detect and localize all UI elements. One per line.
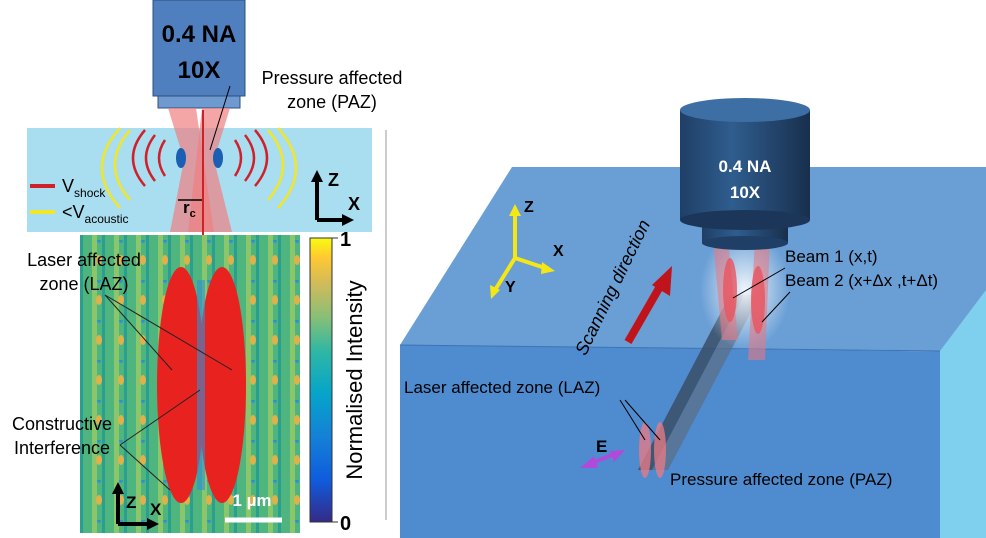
ci-label: Interference — [14, 438, 110, 458]
text-part: shock — [74, 186, 106, 200]
text-part: <V — [62, 202, 85, 222]
paz-label: zone (PAZ) — [287, 92, 377, 112]
axis-x: X — [150, 500, 162, 519]
paz-label: Pressure affected — [262, 68, 403, 88]
objective-lens — [158, 96, 240, 108]
beam1-label: Beam 1 (x,t) — [785, 247, 878, 266]
objective-na: 0.4 NA — [162, 21, 237, 48]
figure: 0.4 NA 10X Pressure affected zone (PAZ) … — [0, 0, 986, 538]
laz — [198, 267, 246, 503]
colorbar-label: Normalised Intensity — [342, 280, 367, 479]
beam2-label: Beam 2 (x+Δx ,t+Δt) — [785, 271, 938, 290]
e-label: E — [596, 437, 607, 456]
objective-mag: 10X — [178, 57, 221, 84]
scale-bar-label: 1 µm — [232, 491, 271, 510]
colorbar-tick-label: 1 — [340, 229, 351, 251]
laz-label: Laser affected zone (LAZ) — [404, 378, 600, 397]
text-part: c — [190, 208, 196, 220]
laz-label: zone (LAZ) — [39, 274, 128, 294]
axis-z: Z — [524, 199, 534, 216]
objective-na: 0.4 NA — [719, 157, 772, 176]
axis-x: X — [553, 243, 564, 260]
axis-z: Z — [126, 493, 136, 512]
axis-z: Z — [328, 170, 339, 190]
axis-y: Y — [505, 279, 516, 296]
axis-x: X — [348, 194, 360, 214]
paz-label: Pressure affected zone (PAZ) — [670, 470, 892, 489]
objective-mag: 10X — [730, 183, 761, 202]
text-part: acoustic — [85, 212, 129, 226]
ci-label: Constructive — [12, 414, 112, 434]
colorbar-tick-label: 0 — [340, 513, 351, 535]
laz-label: Laser affected — [27, 250, 141, 270]
text-part: V — [62, 176, 74, 196]
